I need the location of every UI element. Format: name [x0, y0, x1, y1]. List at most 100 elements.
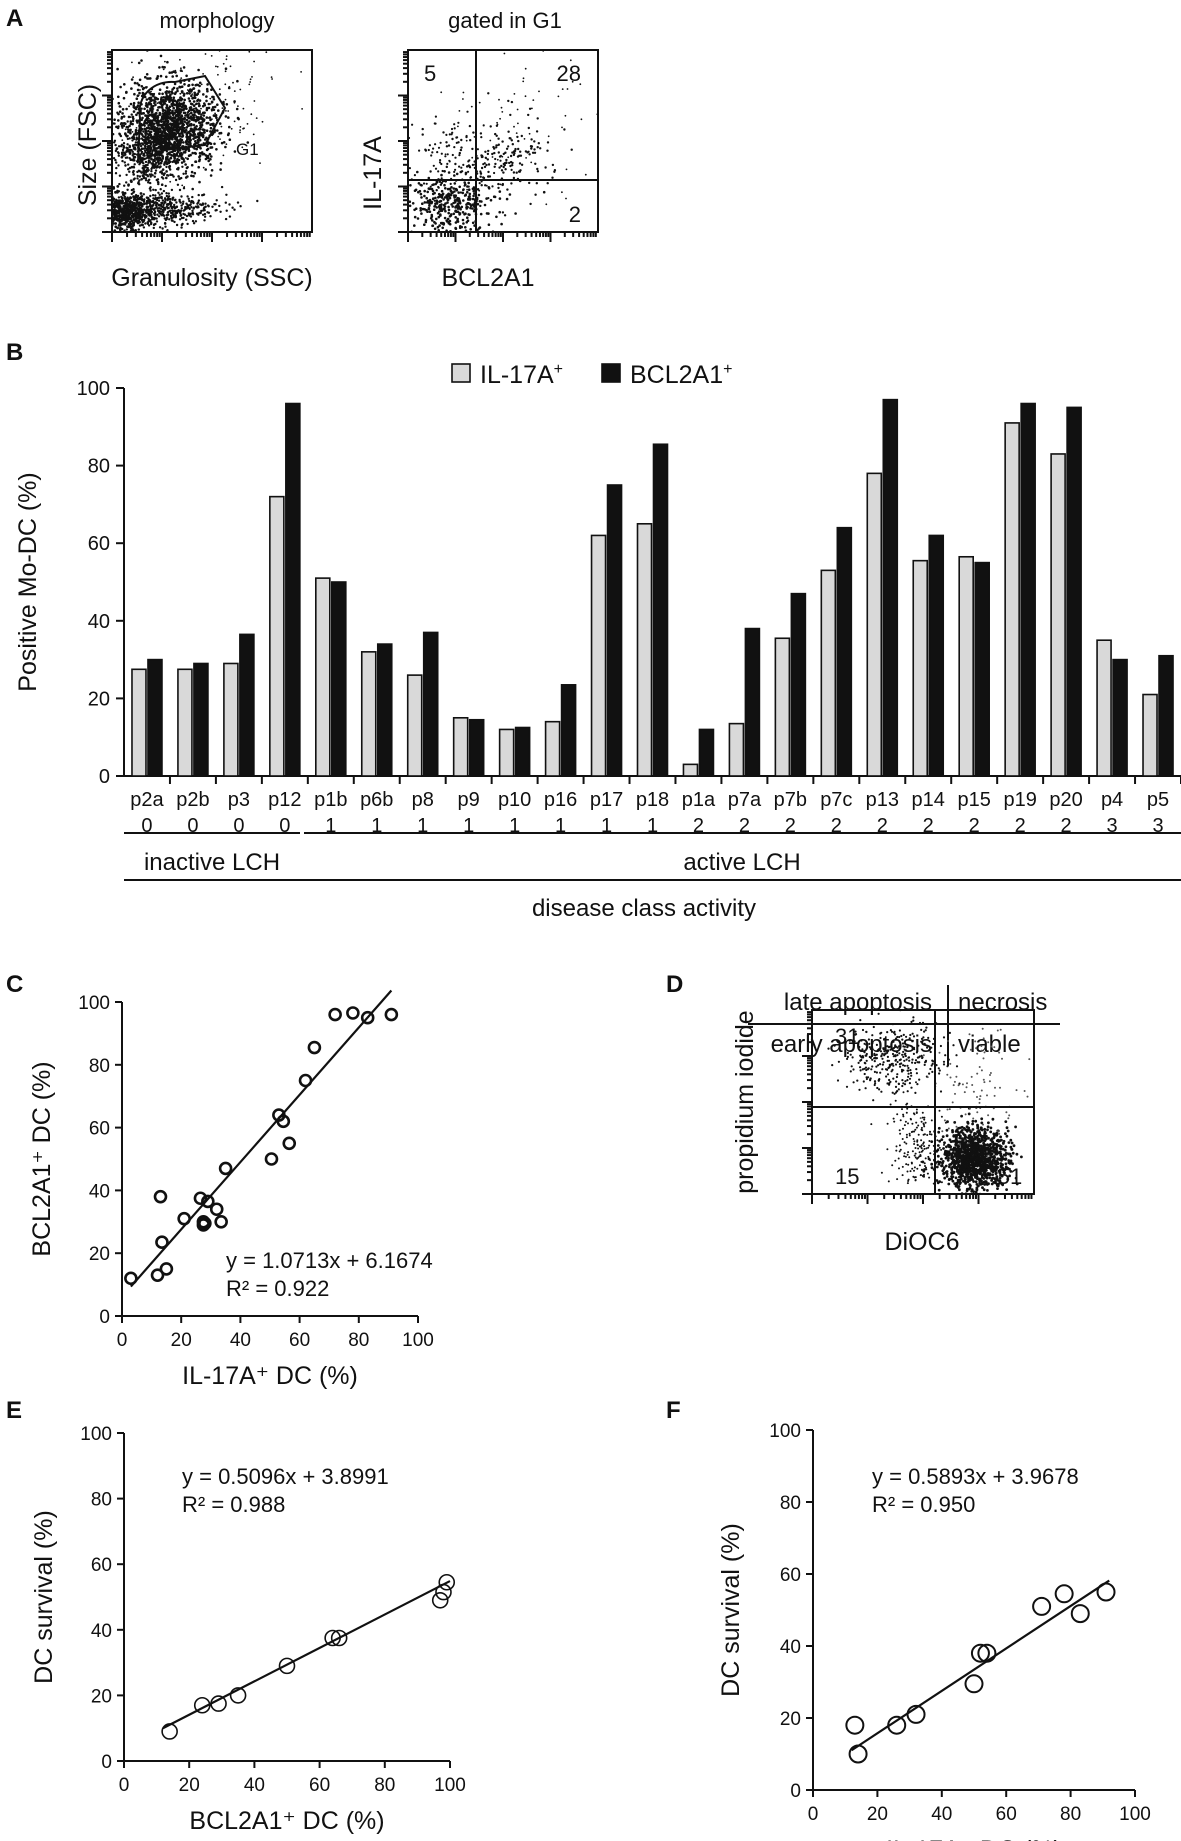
- event-dot: [920, 1040, 923, 1043]
- event-dot: [494, 132, 497, 136]
- event-dot: [428, 210, 432, 213]
- event-dot: [159, 152, 162, 156]
- event-dot: [154, 103, 157, 107]
- event-dot: [1006, 1129, 1010, 1133]
- event-dot: [124, 205, 128, 209]
- event-dot: [103, 219, 105, 221]
- event-dot: [209, 163, 212, 166]
- event-dot: [462, 189, 465, 192]
- event-dot: [156, 160, 160, 163]
- event-dot: [139, 192, 143, 195]
- event-dot: [103, 148, 105, 150]
- event-dot: [912, 1016, 915, 1019]
- event-dot: [120, 217, 124, 220]
- event-dot: [518, 154, 521, 157]
- event-dot: [897, 1082, 900, 1085]
- event-dot: [104, 205, 106, 207]
- event-dot: [180, 118, 183, 121]
- event-dot: [176, 167, 179, 171]
- event-dot: [130, 87, 133, 90]
- y-tick-label: 60: [88, 533, 110, 555]
- event-dot: [440, 193, 443, 197]
- event-dot: [120, 215, 123, 218]
- gated-quadrant-ul: 5: [424, 61, 436, 86]
- event-dot: [197, 165, 200, 169]
- event-dot: [169, 98, 172, 101]
- event-dot: [873, 1053, 876, 1057]
- event-dot: [158, 88, 162, 91]
- event-dot: [433, 227, 437, 231]
- event-dot: [859, 1019, 862, 1022]
- event-dot: [453, 174, 456, 177]
- event-dot: [467, 170, 470, 173]
- event-dot: [184, 157, 187, 159]
- event-dot: [425, 182, 428, 185]
- event-dot: [466, 190, 469, 194]
- event-dot: [551, 163, 555, 167]
- event-dot: [176, 112, 180, 115]
- event-dot: [536, 117, 539, 120]
- event-dot: [168, 131, 170, 133]
- event-dot: [458, 225, 462, 228]
- event-dot: [426, 190, 430, 194]
- event-dot: [180, 207, 183, 210]
- event-dot: [144, 118, 147, 122]
- event-dot: [60, 212, 62, 214]
- inactive-lch-label: inactive LCH: [144, 849, 280, 876]
- event-dot: [877, 1012, 880, 1015]
- event-dot: [218, 204, 221, 208]
- event-dot: [930, 1064, 933, 1067]
- event-dot: [479, 132, 483, 135]
- event-dot: [139, 207, 143, 211]
- event-dot: [150, 210, 154, 214]
- event-dot: [918, 1078, 921, 1081]
- data-point: [150, 1268, 165, 1282]
- event-dot: [500, 106, 503, 109]
- event-dot: [218, 93, 222, 96]
- event-dot: [189, 129, 192, 133]
- event-dot: [212, 98, 216, 101]
- event-dot: [465, 203, 468, 206]
- event-dot: [496, 123, 499, 126]
- event-dot: [155, 77, 159, 80]
- event-dot: [466, 205, 469, 209]
- event-dot: [449, 182, 452, 185]
- event-dot: [172, 152, 176, 156]
- event-dot: [937, 1067, 940, 1070]
- event-dot: [944, 1156, 948, 1160]
- event-dot: [187, 154, 191, 157]
- event-dot: [444, 209, 447, 213]
- event-dot: [152, 218, 156, 221]
- event-dot: [191, 219, 195, 223]
- event-dot: [469, 228, 473, 231]
- event-dot: [467, 202, 470, 205]
- event-dot: [167, 196, 170, 200]
- event-dot: [189, 107, 192, 110]
- event-dot: [246, 123, 249, 125]
- event-dot: [928, 1072, 931, 1075]
- event-dot: [138, 179, 141, 182]
- event-dot: [104, 204, 106, 206]
- event-dot: [865, 1054, 868, 1057]
- event-dot: [108, 225, 110, 227]
- apoptosis-legend: late apoptosis necrosis early apoptosis …: [748, 985, 1060, 1066]
- event-dot: [524, 67, 527, 70]
- bar-il-17a-p5: [1142, 693, 1158, 777]
- event-dot: [160, 176, 164, 179]
- event-dot: [569, 59, 572, 62]
- event-dot: [198, 155, 201, 159]
- event-dot: [161, 92, 164, 96]
- event-dot: [486, 158, 489, 161]
- category-label: p16: [544, 789, 577, 811]
- event-dot: [222, 154, 225, 157]
- event-dot: [165, 90, 169, 93]
- event-dot: [877, 1048, 880, 1051]
- event-dot: [447, 208, 451, 212]
- event-dot: [186, 166, 189, 169]
- event-dot: [185, 140, 189, 143]
- event-dot: [173, 209, 177, 212]
- event-dot: [136, 111, 139, 115]
- event-dot: [132, 76, 135, 79]
- event-dot: [553, 170, 556, 173]
- event-dot: [453, 146, 456, 149]
